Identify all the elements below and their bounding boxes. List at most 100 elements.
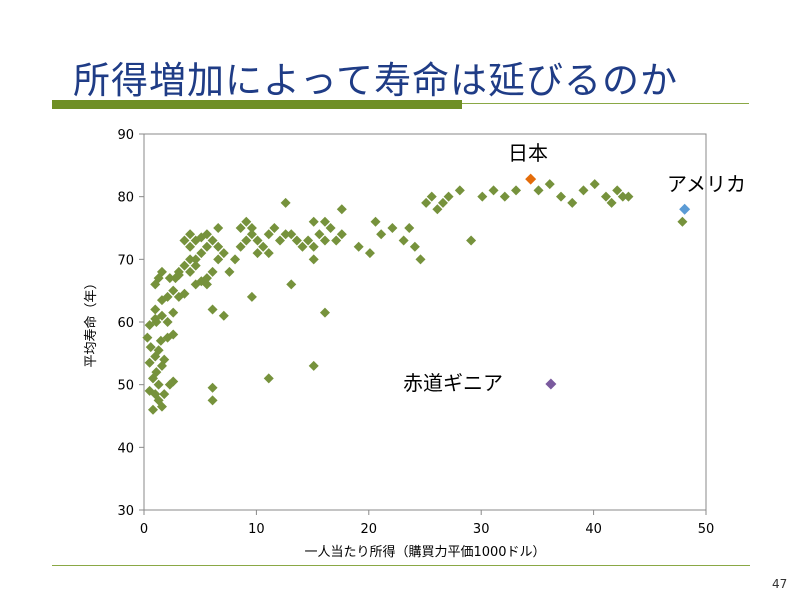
label-usa: アメリカ	[667, 172, 746, 196]
data-point	[263, 373, 274, 384]
data-point	[437, 197, 448, 208]
data-point	[370, 216, 381, 227]
y-tick-label: 50	[117, 379, 134, 394]
x-tick-label: 20	[361, 522, 378, 537]
data-point	[331, 235, 342, 246]
x-tick-label: 50	[698, 522, 715, 537]
data-point	[325, 223, 336, 233]
data-point	[432, 204, 443, 215]
data-point	[263, 248, 274, 259]
data-point	[159, 389, 170, 400]
y-tick-label: 70	[117, 253, 134, 268]
data-point	[336, 229, 347, 240]
data-point	[353, 241, 364, 252]
data-point	[319, 307, 330, 318]
data-point	[443, 191, 454, 202]
data-point	[623, 191, 634, 202]
data-point	[164, 273, 175, 284]
data-point	[144, 385, 155, 396]
data-point	[556, 191, 567, 202]
data-point	[398, 235, 409, 246]
data-point	[218, 310, 229, 321]
data-point	[241, 235, 252, 246]
slide-title: 所得増加によって寿命は延びるのか	[73, 59, 679, 102]
data-point	[173, 270, 184, 280]
data-point	[617, 191, 628, 202]
data-point	[213, 254, 224, 265]
data-point	[168, 307, 179, 318]
page-number: 47	[772, 577, 788, 591]
data-point	[246, 223, 257, 233]
data-point	[252, 248, 263, 259]
data-point	[150, 313, 161, 324]
data-point	[421, 197, 432, 208]
data-point	[179, 260, 190, 271]
data-point	[364, 248, 375, 259]
data-point	[533, 185, 544, 196]
data-point	[153, 379, 164, 390]
data-point	[488, 185, 499, 196]
y-tick-label: 80	[117, 191, 134, 206]
data-point	[145, 342, 156, 353]
data-point	[426, 191, 437, 202]
data-point	[235, 241, 246, 252]
data-point	[404, 223, 415, 233]
highlight-point-usa	[679, 203, 691, 215]
data-point	[415, 254, 426, 265]
footer-rule	[52, 565, 750, 566]
data-point	[179, 235, 190, 246]
y-tick-label: 30	[117, 504, 134, 519]
data-point	[454, 185, 465, 196]
data-point	[190, 260, 201, 271]
data-point	[235, 223, 246, 233]
data-point	[201, 241, 212, 252]
data-points	[142, 179, 688, 415]
x-tick-label: 10	[248, 522, 265, 537]
plot-area	[143, 133, 707, 511]
data-point	[567, 197, 578, 208]
data-point	[241, 216, 252, 227]
data-point	[207, 266, 218, 277]
y-tick-label: 60	[117, 316, 134, 331]
data-point	[201, 229, 212, 240]
data-point	[190, 254, 201, 265]
data-point	[280, 197, 291, 208]
data-point	[286, 229, 297, 240]
data-point	[336, 204, 347, 215]
y-axis-title: 平均寿命（年）	[83, 276, 99, 367]
data-point	[319, 216, 330, 227]
data-point	[185, 254, 196, 265]
data-point	[677, 216, 688, 227]
data-point	[150, 304, 161, 315]
data-point	[319, 235, 330, 246]
data-point	[544, 179, 555, 190]
data-point	[612, 185, 623, 196]
data-point	[308, 241, 319, 252]
data-point	[269, 223, 280, 233]
title-underline-bar	[52, 100, 462, 109]
data-point	[144, 357, 155, 368]
data-point	[466, 235, 477, 246]
data-point	[275, 235, 286, 246]
data-point	[159, 354, 170, 365]
data-point	[314, 229, 325, 240]
x-tick-label: 0	[140, 522, 148, 537]
data-point	[578, 185, 589, 196]
data-point	[224, 266, 235, 277]
y-axis-ticks: 30 40 50 60 70 80 90	[117, 128, 144, 519]
highlight-point-equatorial-guinea	[545, 378, 557, 390]
data-point	[589, 179, 600, 190]
data-point	[308, 360, 319, 371]
data-point	[258, 241, 269, 252]
data-point	[477, 191, 488, 202]
data-point	[308, 254, 319, 265]
data-point	[376, 229, 387, 240]
data-point	[218, 248, 229, 259]
data-point	[156, 266, 167, 277]
x-axis-title: 一人当たり所得（購買力平価1000ドル）	[304, 544, 545, 560]
data-point	[156, 401, 167, 412]
data-point	[142, 332, 153, 343]
data-point	[409, 241, 420, 252]
data-point	[606, 197, 617, 208]
